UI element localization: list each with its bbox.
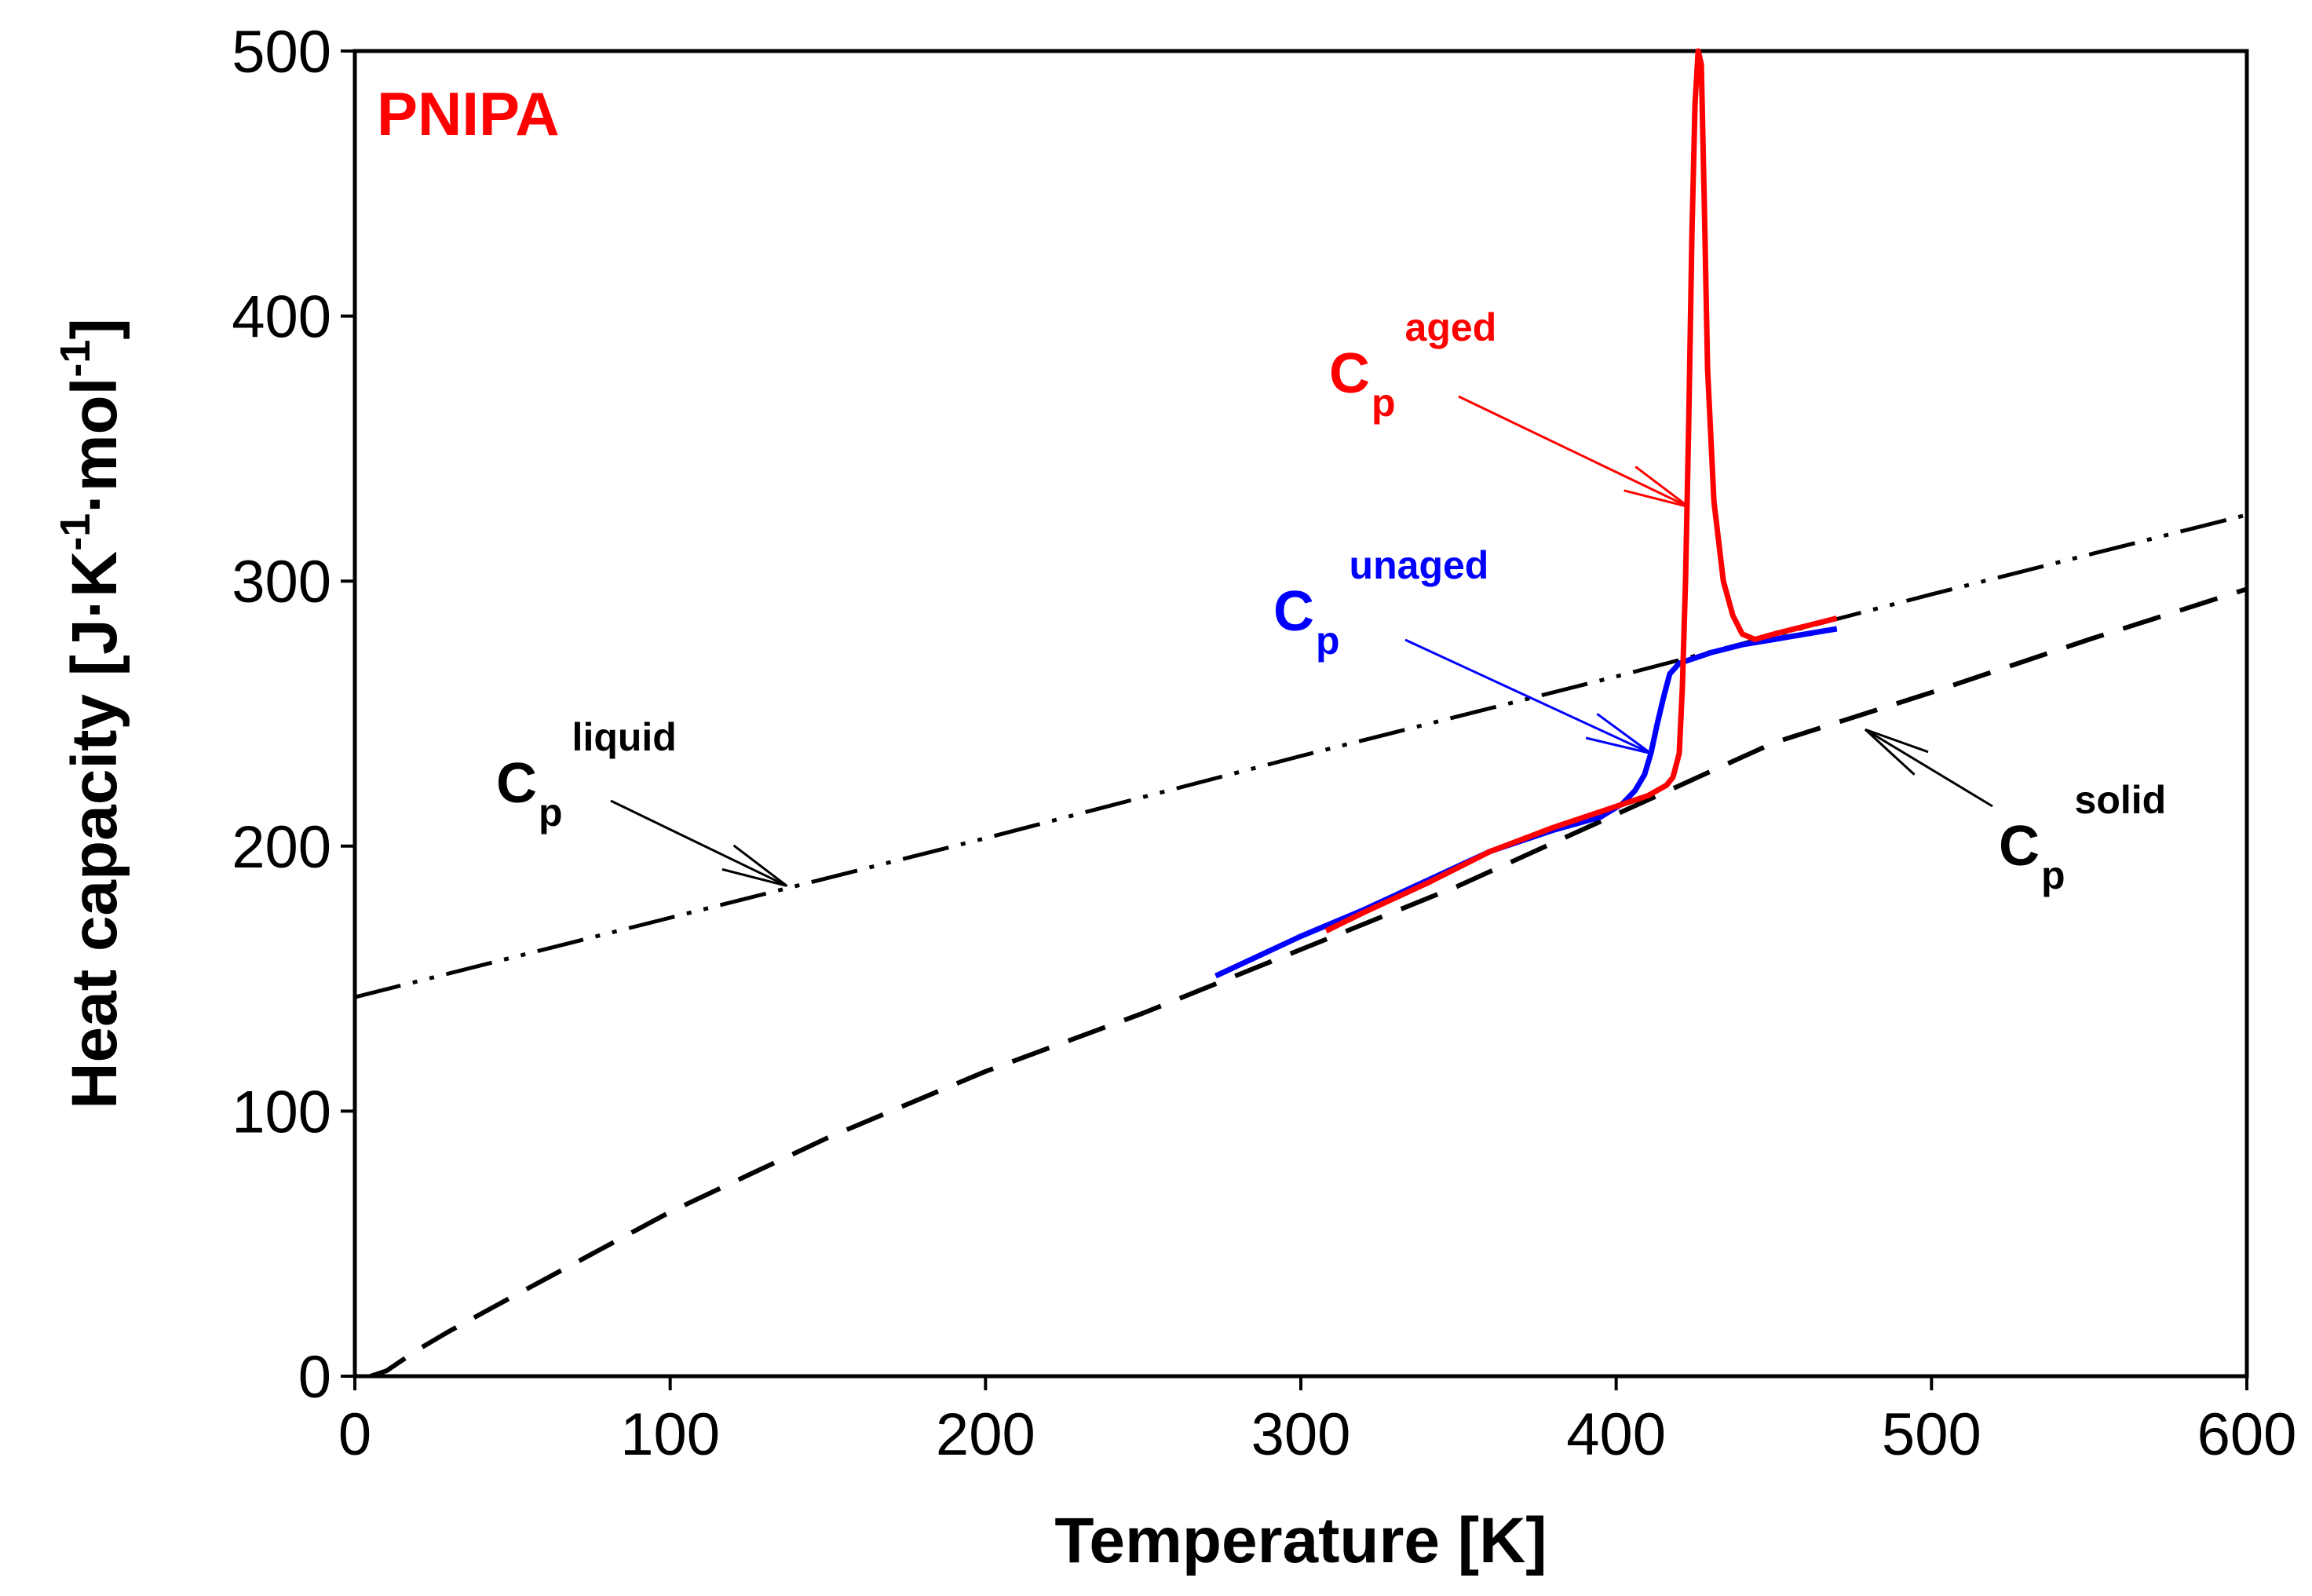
y-tick-label: 500 — [232, 19, 331, 86]
x-axis-title: Temperature [K] — [1054, 1505, 1547, 1576]
y-tick-label: 300 — [232, 549, 331, 615]
series-line-cp-liquid — [354, 513, 2248, 999]
axis-tick-labels: 0 100 200 300 400 500 600 0 100 200 300 400 500 — [232, 19, 2296, 1468]
x-tick-label: 300 — [1251, 1401, 1351, 1468]
y-tick-label: 0 — [298, 1344, 331, 1411]
series-line-cp-solid — [370, 586, 2248, 1379]
x-tick-label: 200 — [936, 1401, 1035, 1468]
x-tick-label: 100 — [620, 1401, 720, 1468]
arrow-solid — [1865, 728, 1993, 808]
series-lines — [354, 48, 2248, 1379]
annotation-arrows — [610, 395, 1993, 887]
arrowhead-unaged — [1585, 713, 1652, 755]
arrowhead-aged — [1624, 466, 1689, 509]
axis-ticks — [341, 49, 2248, 1390]
label-cp-solid: Cpsolid — [1999, 778, 2166, 897]
y-tick-label: 100 — [232, 1079, 331, 1145]
plot-frame — [352, 49, 2249, 1379]
arrowhead-liquid — [721, 844, 788, 887]
series-line-cp-unaged — [1214, 626, 1838, 979]
label-cp-aged: Cpaged — [1329, 305, 1496, 425]
label-cp-liquid: Cpliquid — [496, 715, 677, 835]
x-tick-label: 600 — [2197, 1401, 2297, 1468]
y-axis-title: Heat capacity [J·K-1·mol-1] — [52, 318, 130, 1108]
chart-title: PNIPA — [377, 79, 560, 148]
label-cp-unaged: Cpunaged — [1273, 543, 1488, 663]
x-tick-label: 500 — [1882, 1401, 1981, 1468]
y-tick-label: 200 — [232, 814, 331, 881]
x-tick-label: 400 — [1566, 1401, 1666, 1468]
arrowhead-solid — [1864, 728, 1929, 776]
y-tick-label: 400 — [232, 284, 331, 351]
x-tick-label: 0 — [338, 1401, 371, 1468]
arrow-unaged — [1404, 638, 1652, 755]
arrow-liquid — [610, 799, 787, 887]
arrow-aged — [1458, 395, 1689, 509]
series-line-cp-aged — [1324, 48, 1838, 933]
